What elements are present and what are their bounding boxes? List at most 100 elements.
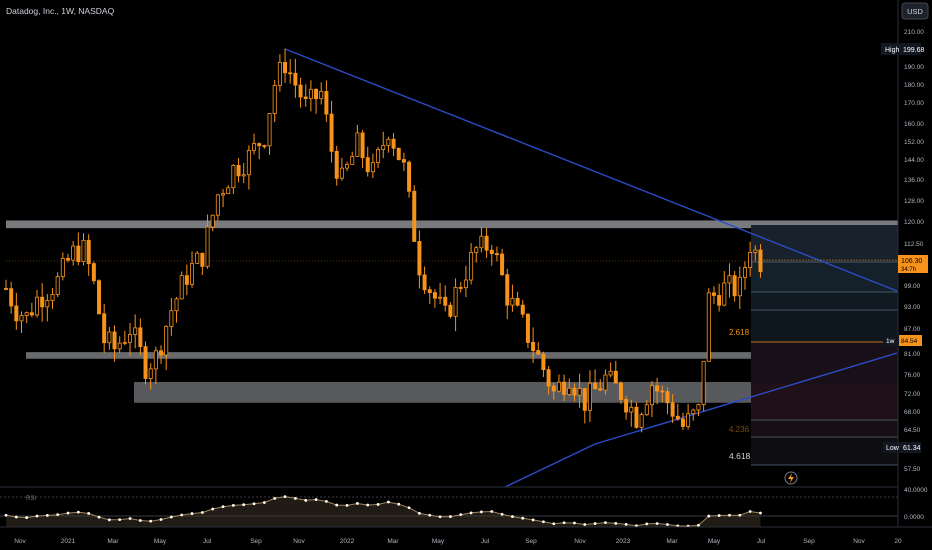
oscillator-point <box>366 503 370 507</box>
price-tick-label: 93.00 <box>904 304 921 311</box>
price-tick-label: 120.00 <box>904 219 924 226</box>
candle-body <box>510 297 515 306</box>
candle-body <box>200 252 205 267</box>
candlestick-series <box>4 48 763 433</box>
candle-body <box>536 350 541 355</box>
candle-body <box>458 287 463 289</box>
fib-1w-value: 84.54 <box>901 338 918 345</box>
symbol-info: Datadog, Inc., 1W, NASDAQ <box>6 6 115 16</box>
oscillator-point <box>335 503 339 507</box>
price-tick-label: 64.50 <box>904 427 921 434</box>
candle-body <box>525 313 530 343</box>
price-tick-label: 81.00 <box>904 351 921 358</box>
high-label: High <box>885 47 900 54</box>
oscillator-point <box>262 501 266 504</box>
candle-body <box>691 409 696 415</box>
fib-label-4236: 4.236 <box>729 425 750 434</box>
oscillator-point <box>583 523 587 526</box>
candle-body <box>117 342 122 350</box>
price-tick-label: 57.50 <box>904 466 921 473</box>
oscillator-point <box>480 510 483 514</box>
oscillator-point <box>211 507 215 511</box>
candle-body <box>272 85 277 114</box>
price-tick-label: 72.00 <box>904 391 921 398</box>
time-tick-label: Sep <box>250 538 262 545</box>
candle-body <box>484 235 489 251</box>
oscillator-point <box>418 511 421 515</box>
oscillator-point <box>190 512 194 515</box>
candle-body <box>407 161 412 192</box>
candle-body <box>19 315 24 322</box>
ascending-trendline-extension <box>504 443 596 488</box>
low-label: Low <box>886 445 900 452</box>
candle-body <box>494 253 499 255</box>
candle-body <box>551 385 556 392</box>
oscillator-point <box>293 497 297 500</box>
candle-body <box>541 353 546 371</box>
time-axis[interactable]: Nov 2021 Mar May Jul Sep Nov 2022 Mar May Jul Sep No… <box>0 526 932 545</box>
candle-body <box>81 239 86 263</box>
candle-body <box>443 296 448 306</box>
last-price-badge <box>898 255 928 273</box>
oscillator-point <box>159 518 163 521</box>
high-value: 199.68 <box>903 47 925 54</box>
candle-body <box>593 382 598 390</box>
candle-body <box>24 312 29 316</box>
resistance-zone <box>6 220 898 229</box>
oscillator-point <box>500 512 504 516</box>
time-tick-label: Mar <box>107 538 119 545</box>
candle-body <box>334 150 339 179</box>
price-tick-label: 144.00 <box>904 157 924 164</box>
candle-body <box>422 274 427 291</box>
lightning-icon[interactable] <box>784 471 798 485</box>
fib-band <box>751 262 898 292</box>
candle-body <box>246 149 251 176</box>
currency-label: USD <box>907 7 923 16</box>
oscillator-point <box>118 518 122 521</box>
oscillator-point <box>562 521 566 525</box>
time-tick-label: Nov <box>853 538 865 545</box>
high-badge <box>881 43 921 55</box>
price-tick-label: 180.00 <box>904 82 924 89</box>
candle-body <box>649 385 654 406</box>
demand-zone <box>134 381 898 403</box>
oscillator-point <box>87 512 91 515</box>
descending-trendline <box>284 48 898 292</box>
candle-body <box>210 214 215 228</box>
candle-body <box>748 252 753 268</box>
candle-body <box>758 249 763 273</box>
candle-body <box>675 415 680 420</box>
time-tick-label: May <box>432 538 445 545</box>
price-tick-label: 76.00 <box>904 372 921 379</box>
currency-button[interactable] <box>901 2 929 20</box>
oscillator-point <box>552 522 556 526</box>
candle-body <box>531 341 536 351</box>
oscillator-pane: 40.0000 0.0000 RSI <box>0 486 928 528</box>
candle-body <box>562 381 567 395</box>
candle-body <box>319 91 324 100</box>
candle-body <box>288 72 293 75</box>
candle-body <box>164 326 169 356</box>
oscillator-point <box>387 500 390 504</box>
candle-body <box>138 327 143 348</box>
candle-body <box>624 399 629 413</box>
oscillator-point <box>35 514 39 518</box>
oscillator-point <box>66 511 70 515</box>
oscillator-point <box>459 513 463 517</box>
candle-body <box>267 113 272 147</box>
oscillator-point <box>438 515 442 519</box>
candle-body <box>670 402 675 417</box>
candle-body <box>438 296 443 299</box>
candle-body <box>644 404 649 416</box>
candle-body <box>572 387 577 396</box>
oscillator-point <box>76 510 80 514</box>
candle-body <box>737 276 742 297</box>
oscillator-point <box>45 513 49 517</box>
candle-body <box>45 300 50 308</box>
time-tick-label: 2022 <box>340 538 355 545</box>
oscillator-point <box>490 510 494 513</box>
candle-body <box>241 174 246 177</box>
fib-band <box>751 384 898 420</box>
candle-body <box>489 249 494 254</box>
